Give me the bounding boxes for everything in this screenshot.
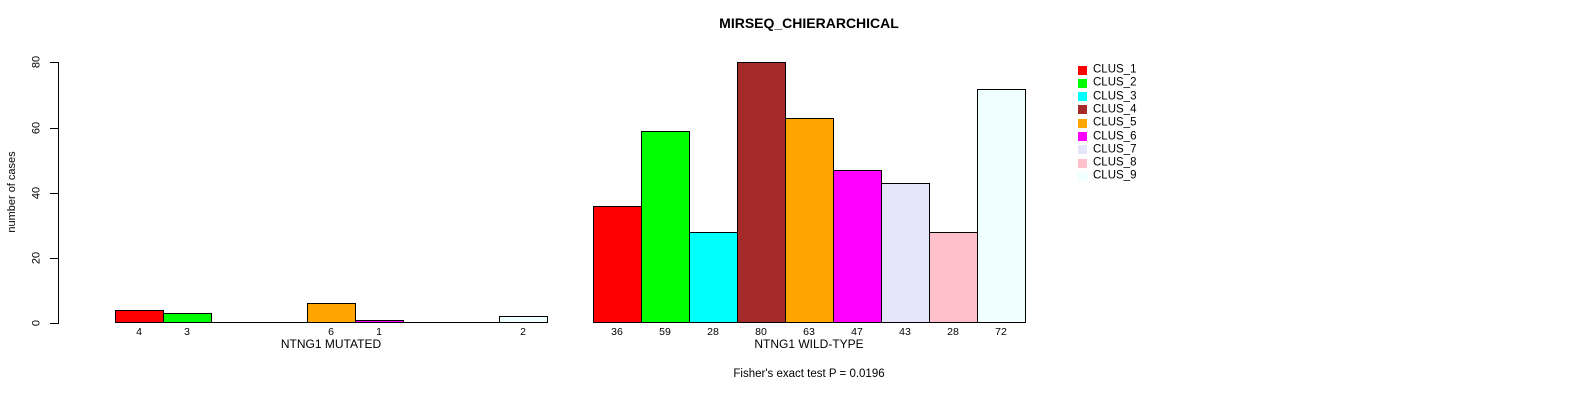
bar-CLUS_9: [977, 89, 1026, 323]
bar-value-label: 6: [328, 326, 334, 338]
bar-value-label: 4: [136, 326, 142, 338]
bar-value-label: 2: [520, 326, 526, 338]
y-axis-tick: [50, 193, 58, 194]
bar-value-label: 59: [659, 326, 671, 338]
y-axis-tick: [50, 62, 58, 63]
bar-CLUS_3: [211, 322, 260, 323]
legend-swatch-CLUS_7: [1078, 145, 1087, 155]
bar-value-label: 63: [803, 326, 815, 338]
bar-CLUS_8: [929, 232, 978, 323]
bar-value-label: 1: [376, 326, 382, 338]
bar-CLUS_6: [355, 320, 404, 323]
legend-label: CLUS_9: [1093, 169, 1137, 182]
legend-label: CLUS_2: [1093, 76, 1137, 89]
bar-CLUS_2: [641, 131, 690, 323]
bar-CLUS_7: [403, 322, 452, 323]
bar-value-label: 36: [611, 326, 623, 338]
y-tick-label: 80: [30, 55, 43, 69]
y-tick-label: 20: [30, 251, 43, 265]
y-axis-line: [58, 62, 59, 324]
y-axis-tick: [50, 128, 58, 129]
bar-value-label: 28: [707, 326, 719, 338]
legend-label: CLUS_1: [1093, 63, 1137, 76]
x-axis-group-label: NTNG1 WILD-TYPE: [754, 337, 864, 351]
bar-value-label: 43: [899, 326, 911, 338]
y-tick-label: 40: [30, 186, 43, 200]
legend-label: CLUS_5: [1093, 116, 1137, 129]
y-tick-label: 0: [30, 319, 43, 327]
y-axis-tick: [50, 258, 58, 259]
bar-CLUS_8: [451, 322, 500, 323]
legend-swatch-CLUS_2: [1078, 78, 1087, 88]
bar-CLUS_3: [689, 232, 738, 323]
bar-CLUS_9: [499, 316, 548, 323]
chart-title: MIRSEQ_CHIERARCHICAL: [719, 15, 899, 31]
legend-swatch-CLUS_5: [1078, 118, 1087, 128]
bar-CLUS_1: [115, 310, 164, 323]
bar-CLUS_6: [833, 170, 882, 323]
bar-value-label: 72: [995, 326, 1007, 338]
bar-CLUS_5: [785, 118, 834, 323]
legend-label: CLUS_6: [1093, 129, 1137, 142]
legend-label: CLUS_4: [1093, 103, 1137, 116]
bar-CLUS_4: [737, 62, 786, 323]
bar-CLUS_2: [163, 313, 212, 323]
y-axis-label: number of cases: [6, 151, 18, 233]
bar-value-label: 3: [184, 326, 190, 338]
legend-label: CLUS_8: [1093, 156, 1137, 169]
x-axis-group-label: NTNG1 MUTATED: [280, 337, 382, 351]
legend-swatch-CLUS_4: [1078, 105, 1087, 115]
legend-swatch-CLUS_3: [1078, 92, 1087, 102]
legend-label: CLUS_7: [1093, 143, 1137, 156]
bar-CLUS_7: [881, 183, 930, 323]
bar-CLUS_4: [259, 322, 308, 323]
bar-value-label: 47: [851, 326, 863, 338]
legend-swatch-CLUS_6: [1078, 132, 1087, 141]
bar-value-label: 28: [947, 326, 959, 338]
y-tick-label: 60: [30, 121, 43, 135]
legend-swatch-CLUS_1: [1078, 65, 1087, 75]
bar-value-label: 80: [755, 326, 767, 338]
y-axis-tick: [50, 323, 58, 324]
legend-swatch-CLUS_8: [1078, 158, 1087, 168]
legend-swatch-CLUS_9: [1078, 171, 1087, 181]
bar-CLUS_5: [307, 303, 356, 323]
fisher-test-label: Fisher's exact test P = 0.0196: [733, 368, 885, 380]
legend-label: CLUS_3: [1093, 89, 1137, 102]
bar-CLUS_1: [593, 206, 642, 323]
